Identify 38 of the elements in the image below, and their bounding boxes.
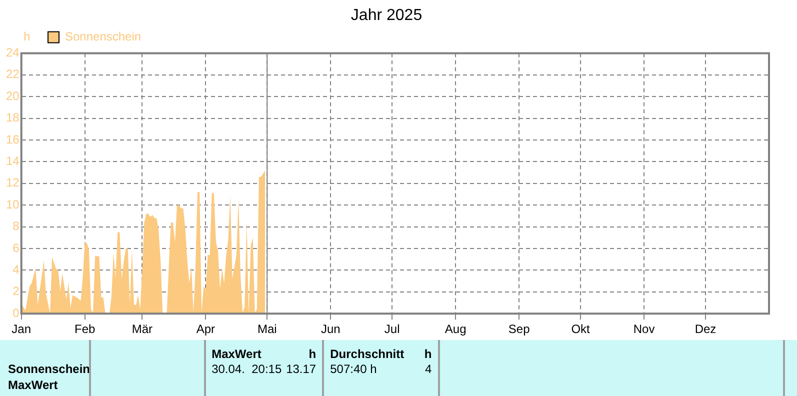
text: h xyxy=(308,347,316,361)
text: 507:40 h xyxy=(330,362,377,376)
text: Durchschnitt xyxy=(330,347,404,361)
y-tick-label: 22 xyxy=(6,67,20,82)
x-tick-label: Jun xyxy=(320,322,340,336)
y-tick-label: 20 xyxy=(6,88,20,103)
y-tick-label: 18 xyxy=(6,110,20,125)
text: MaxWert xyxy=(212,347,262,361)
text: h xyxy=(424,347,432,361)
text: 30.04. 20:15 xyxy=(212,362,282,376)
text: 13.17 xyxy=(286,362,316,376)
y-tick-label: 2 xyxy=(12,284,20,298)
text: Sonnenschein xyxy=(8,362,90,376)
y-tick-label: 0 xyxy=(12,306,20,320)
y-axis-title: h xyxy=(24,29,30,44)
y-tick-label: 6 xyxy=(12,240,20,255)
x-tick-label: Jul xyxy=(384,322,400,336)
y-tick-label: 4 xyxy=(12,262,20,277)
text: 4 xyxy=(424,362,432,376)
y-tick-label: 12 xyxy=(6,176,20,190)
x-tick-label: Sep xyxy=(508,322,530,336)
x-tick-label: Aug xyxy=(444,322,466,336)
y-tick-label: 24 xyxy=(6,46,20,60)
text: MaxWert xyxy=(8,378,59,392)
chart-title: Jahr 2025 xyxy=(350,7,422,24)
x-tick-label: Mai xyxy=(257,322,277,336)
x-tick-label: Jan xyxy=(12,322,32,336)
y-tick-label: 8 xyxy=(12,219,20,234)
y-tick-label: 14 xyxy=(6,154,20,168)
x-tick-label: Feb xyxy=(74,322,96,336)
x-tick-label: Nov xyxy=(633,322,655,336)
y-tick-label: 16 xyxy=(6,132,20,146)
x-tick-label: Okt xyxy=(571,322,591,336)
y-tick-label: 10 xyxy=(6,197,20,212)
x-tick-label: Mär xyxy=(132,322,153,336)
x-tick-label: Dez xyxy=(694,322,716,336)
x-tick-label: Apr xyxy=(196,322,216,336)
legend-label: Sonnenschein xyxy=(65,30,142,44)
